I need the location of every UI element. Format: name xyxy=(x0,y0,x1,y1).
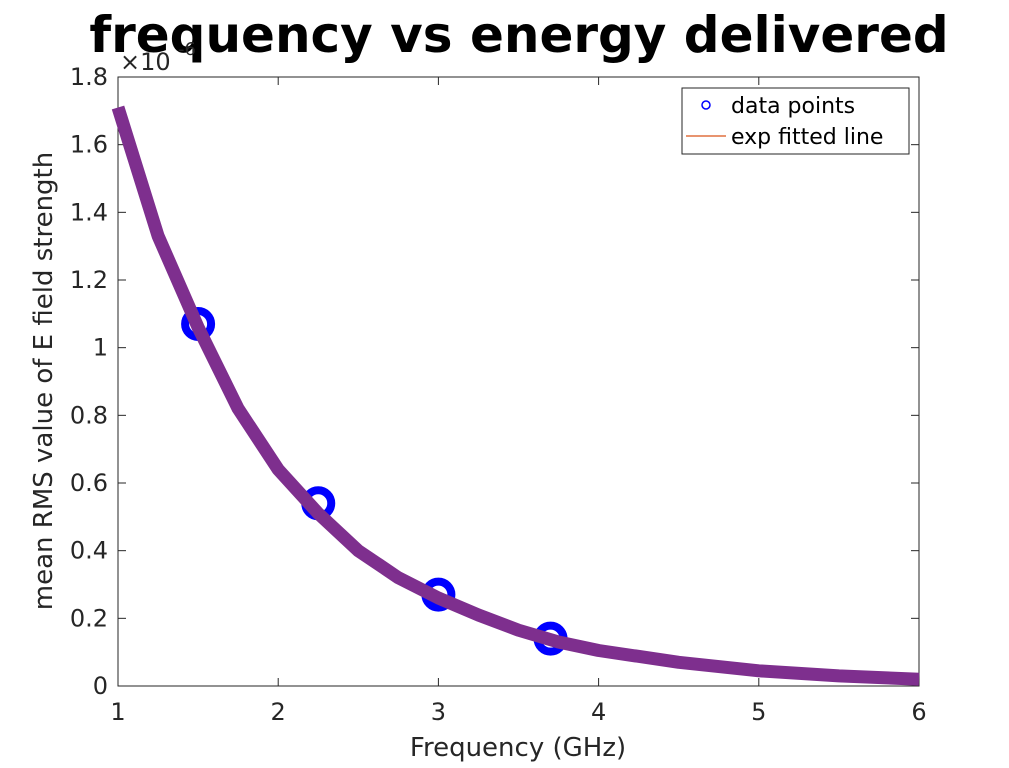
legend-box xyxy=(681,87,910,155)
y-tick-label: 1.2 xyxy=(70,266,108,294)
plot-area xyxy=(117,76,920,687)
y-tick-label: 1 xyxy=(93,334,108,362)
y-tick-label: 1.4 xyxy=(70,198,108,226)
x-tick-label: 5 xyxy=(751,698,766,726)
x-tick-label: 3 xyxy=(431,698,446,726)
legend-marker-data-points xyxy=(701,100,711,110)
x-tick-label: 1 xyxy=(110,698,125,726)
chart-title: frequency vs energy delivered xyxy=(89,6,948,64)
y-tick-label: 0 xyxy=(93,672,108,700)
series-layer xyxy=(111,105,920,686)
y-tick-label: 0.4 xyxy=(70,537,108,565)
x-axis-ticks: 1 2 3 4 5 6 xyxy=(110,77,927,726)
legend: data points exp fitted line xyxy=(681,87,910,155)
y-axis-label: mean RMS value of E field strength xyxy=(29,152,59,610)
y-multiplier: ×10 -6 xyxy=(120,39,196,76)
x-tick-label: 2 xyxy=(271,698,286,726)
y-tick-label: 1.8 xyxy=(70,63,108,91)
x-axis-label: Frequency (GHz) xyxy=(410,733,626,763)
x-tick-label: 4 xyxy=(591,698,606,726)
y-multiplier-base: ×10 xyxy=(120,48,171,76)
y-tick-label: 0.8 xyxy=(70,401,108,429)
y-tick-label: 0.6 xyxy=(70,469,108,497)
y-axis-ticks: 0 0.2 0.4 0.6 0.8 1 1.2 1.4 1.6 1.8 xyxy=(70,63,919,700)
legend-label-data-points: data points xyxy=(731,94,855,119)
fitted-line xyxy=(111,105,920,686)
y-tick-label: 1.6 xyxy=(70,131,108,159)
y-tick-label: 0.2 xyxy=(70,604,108,632)
y-multiplier-exponent: -6 xyxy=(178,39,196,60)
legend-label-fitted-line: exp fitted line xyxy=(731,125,883,150)
x-tick-label: 6 xyxy=(911,698,926,726)
